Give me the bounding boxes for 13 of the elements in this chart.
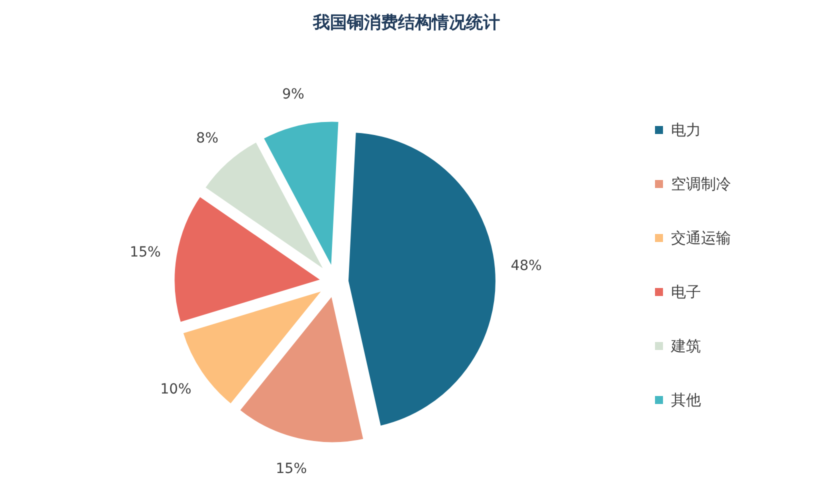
data-label: 10% <box>160 381 192 398</box>
data-label: 15% <box>130 244 161 260</box>
legend-label: 电力 <box>671 121 701 139</box>
data-label: 9% <box>282 86 304 103</box>
chart-title: 我国铜消费结构情况统计 <box>312 13 500 33</box>
data-label: 8% <box>196 130 218 147</box>
data-label: 15% <box>276 460 307 477</box>
legend-label: 交通运输 <box>671 229 731 247</box>
legend-label: 电子 <box>671 283 701 301</box>
legend-label: 建筑 <box>670 337 701 355</box>
legend-label: 空调制冷 <box>671 175 731 193</box>
data-label: 48% <box>510 258 542 274</box>
legend-label: 其他 <box>671 391 701 409</box>
